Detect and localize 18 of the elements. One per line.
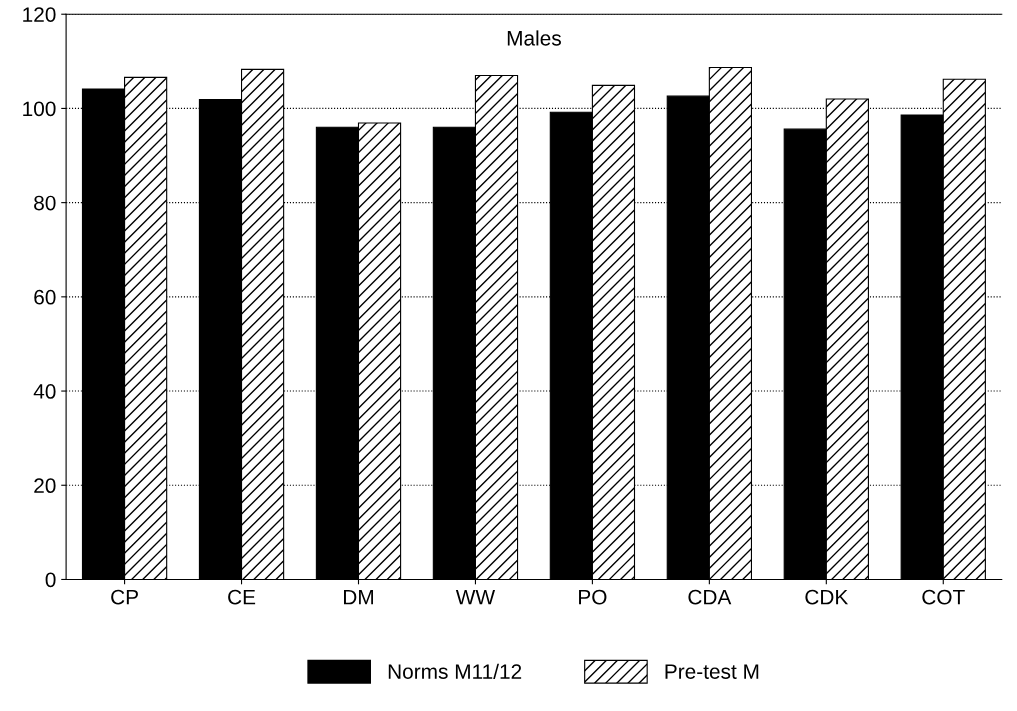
y-tick-label: 0 <box>45 572 56 588</box>
y-tick-label: 20 <box>34 478 56 494</box>
legend-label: Norms M11/12 <box>388 663 522 679</box>
x-tick-label: CDA <box>688 589 732 605</box>
y-tick-label: 120 <box>23 7 56 22</box>
y-tick-label: 40 <box>33 384 56 399</box>
y-tick-label: 60 <box>34 289 56 305</box>
y-tick-label: 100 <box>23 101 56 117</box>
x-tick-label: CDK <box>805 589 849 605</box>
x-tick-label: WW <box>455 589 496 605</box>
legend-label: Pre-test M <box>665 664 759 679</box>
x-tick-label: CP <box>111 589 138 605</box>
x-tick-label: COT <box>922 589 965 605</box>
x-tick-label: DM <box>344 589 373 605</box>
text: Males <box>507 30 561 46</box>
y-tick-label: 80 <box>34 195 56 211</box>
x-tick-label: PO <box>579 589 607 605</box>
x-tick-label: CE <box>228 589 256 605</box>
